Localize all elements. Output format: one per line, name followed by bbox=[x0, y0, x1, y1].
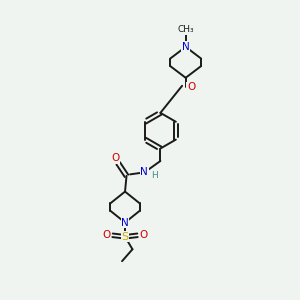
Text: O: O bbox=[187, 82, 195, 92]
Text: O: O bbox=[139, 230, 148, 240]
Text: O: O bbox=[111, 153, 119, 163]
Text: O: O bbox=[103, 230, 111, 240]
Text: N: N bbox=[182, 42, 190, 52]
Text: H: H bbox=[152, 171, 158, 180]
Text: N: N bbox=[140, 167, 148, 177]
Text: S: S bbox=[122, 232, 129, 242]
Text: CH₃: CH₃ bbox=[177, 25, 194, 34]
Text: N: N bbox=[121, 218, 129, 227]
